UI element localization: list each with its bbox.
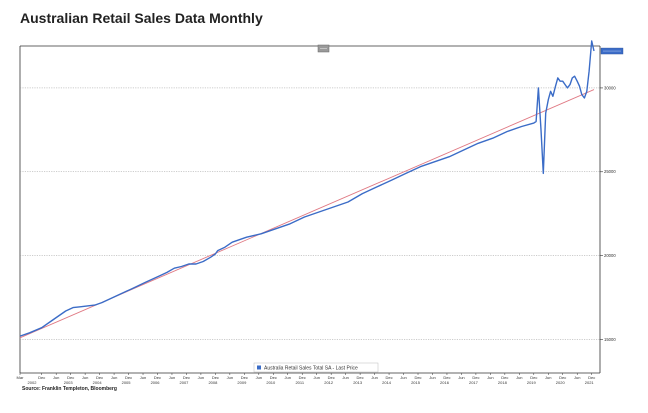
x-tick-label-month: Dec xyxy=(125,375,132,380)
x-tick-label-month: Jun xyxy=(342,375,348,380)
x-tick-label-month: Dec xyxy=(183,375,190,380)
x-tick-label-month: Jun xyxy=(487,375,493,380)
x-tick-label-month: Dec xyxy=(385,375,392,380)
x-tick-label-month: Jun xyxy=(429,375,435,380)
x-tick-label-year: 2009 xyxy=(237,380,247,385)
x-tick-label-month: Jun xyxy=(169,375,175,380)
marker-layer xyxy=(600,47,624,55)
x-tick-label-month: Dec xyxy=(530,375,537,380)
x-tick-label-year: 2013 xyxy=(353,380,363,385)
x-tick-label-month: Dec xyxy=(212,375,219,380)
x-tick-label-year: 2008 xyxy=(208,380,218,385)
legend: Australia Retail Sales Total SA - Last P… xyxy=(253,362,379,373)
x-tick-label-month: Dec xyxy=(328,375,335,380)
x-tick-label-year: 2006 xyxy=(151,380,161,385)
x-tick-label-month: Dec xyxy=(67,375,74,380)
x-tick-label-month: Dec xyxy=(241,375,248,380)
x-tick-label-month: Jun xyxy=(574,375,580,380)
x-tick-label-month: Dec xyxy=(154,375,161,380)
x-tick-label-month: Jun xyxy=(545,375,551,380)
grid-layer xyxy=(20,87,600,340)
x-tick-label-year: 2004 xyxy=(93,380,103,385)
x-tick-label-month: Jun xyxy=(313,375,319,380)
x-tick-label-month: Jun xyxy=(53,375,59,380)
x-tick-label-year: 2019 xyxy=(527,380,537,385)
legend-label: Australia Retail Sales Total SA - Last P… xyxy=(264,366,358,372)
y-tick-label: 25000 xyxy=(604,169,616,174)
x-tick-label-month: Dec xyxy=(414,375,421,380)
x-tick-label-month: Jun xyxy=(400,375,406,380)
x-tick-label-year: 2007 xyxy=(180,380,190,385)
x-tick-label-year: 2021 xyxy=(585,380,595,385)
x-tick-label-year: 2016 xyxy=(440,380,450,385)
y-tick-label: 20000 xyxy=(604,253,616,258)
y-axis-ticks: 15000 20000 25000 30000 xyxy=(600,85,616,342)
x-tick-label-month: Dec xyxy=(357,375,364,380)
retail-sales-series-line xyxy=(19,40,595,337)
source-note: Source: Franklin Templeton, Bloomberg xyxy=(22,386,117,392)
x-tick-label-month: Jun xyxy=(458,375,464,380)
x-tick-label-month: Jun xyxy=(198,375,204,380)
x-tick-label-year: 2018 xyxy=(498,380,508,385)
x-tick-label-year: 2005 xyxy=(122,380,132,385)
x-tick-label-year: 2020 xyxy=(556,380,566,385)
x-tick-label-month: Dec xyxy=(38,375,45,380)
y-tick-label: 15000 xyxy=(604,337,616,342)
x-tick-label-year: 2017 xyxy=(469,380,479,385)
x-tick-label-year: 2015 xyxy=(411,380,421,385)
x-tick-label-month: Jun xyxy=(140,375,146,380)
x-tick-label-month: Dec xyxy=(299,375,306,380)
x-tick-label-month: Dec xyxy=(443,375,450,380)
x-tick-label-month: Mar xyxy=(17,375,25,380)
series-layer xyxy=(19,40,595,337)
x-tick-label-month: Dec xyxy=(588,375,595,380)
x-tick-label-month: Dec xyxy=(472,375,479,380)
x-tick-label-year: 2002 xyxy=(28,380,38,385)
x-tick-label-month: Jun xyxy=(111,375,117,380)
y-tick-label: 30000 xyxy=(604,85,616,90)
x-tick-label-month: Dec xyxy=(501,375,508,380)
x-tick-label-month: Jun xyxy=(516,375,522,380)
x-tick-label-month: Jun xyxy=(256,375,262,380)
x-tick-label-month: Dec xyxy=(559,375,566,380)
x-tick-label-year: 2014 xyxy=(382,380,392,385)
x-tick-label-year: 2012 xyxy=(324,380,334,385)
x-tick-label-month: Dec xyxy=(96,375,103,380)
x-tick-label-month: Jun xyxy=(371,375,377,380)
legend-box xyxy=(253,362,379,373)
x-tick-label-year: 2003 xyxy=(64,380,74,385)
x-tick-label-month: Jun xyxy=(285,375,291,380)
x-tick-label-year: 2010 xyxy=(266,380,276,385)
x-tick-label-year: 2011 xyxy=(295,380,304,385)
legend-swatch xyxy=(257,365,261,370)
x-tick-label-month: Jun xyxy=(82,375,88,380)
x-tick-label-month: Jun xyxy=(227,375,233,380)
x-tick-label-month: Dec xyxy=(270,375,277,380)
page-title: Australian Retail Sales Data Monthly xyxy=(20,10,263,26)
